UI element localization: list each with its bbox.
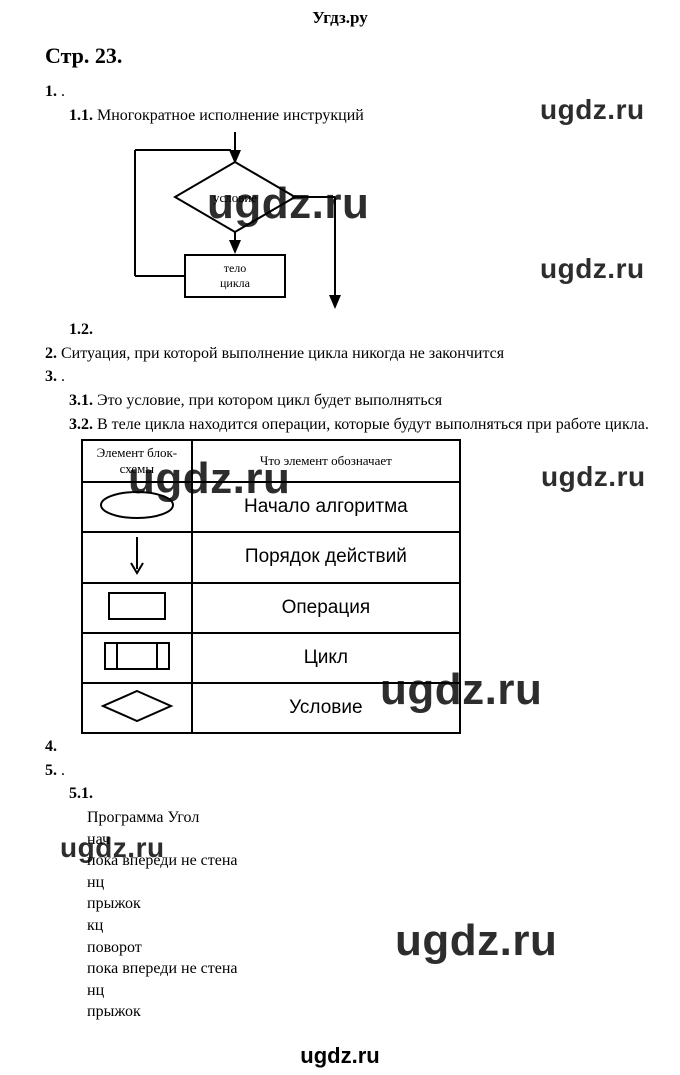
code-line: поворот [87,937,650,959]
page-header: Угдз.ру [0,0,680,28]
item-3-2: 3.2. В теле цикла находится операции, ко… [45,414,650,436]
table-header-2: Что элемент обозначает [192,440,460,482]
item-1: 1. . [45,81,650,103]
table-cell-text: Порядок действий [192,532,460,583]
flow-body1-text: тело [224,261,247,275]
text-3-1: Это условие, при котором цикл будет выпо… [97,392,442,409]
item-4: 4. [45,736,650,758]
code-line: прыжок [87,893,650,915]
rect-icon [97,587,177,625]
table-row: Условие [82,683,460,733]
table-row: Операция [82,583,460,633]
code-line: пока впереди не стена [87,958,650,980]
code-line: кц [87,915,650,937]
item-5-1: 5.1. [45,783,650,805]
code-line: нач [87,829,650,851]
item-1-2: 1.2. [45,319,650,341]
num-3-2: 3.2. [69,416,93,433]
item-2: 2. Ситуация, при которой выполнение цикл… [45,343,650,365]
page-title: Стр. 23. [45,43,650,69]
arrow-down-icon [97,533,177,577]
num-2: 2. [45,345,57,362]
table-cell-text: Операция [192,583,460,633]
flow-body2-text: цикла [220,276,251,290]
content: Стр. 23. 1. . 1.1. Многократное исполнен… [0,28,680,1023]
num-5: 5. [45,762,57,779]
item-5: 5. . [45,760,650,782]
code-line: нц [87,980,650,1002]
num-1-2: 1.2. [69,321,93,338]
text-1-1: Многократное исполнение инструкций [97,107,364,124]
text-3-2: В теле цикла находится операции, которые… [97,416,649,433]
table-row: Начало алгоритма [82,482,460,532]
flow-condition-text: условие [213,190,257,205]
oval-icon [97,488,177,522]
item-1-1: 1.1. Многократное исполнение инструкций [45,105,650,127]
code-block: Программа Угол нач пока впереди не стена… [45,807,650,1023]
code-line: пока впереди не стена [87,850,650,872]
table-cell-text: Цикл [192,633,460,683]
code-line: нц [87,872,650,894]
num-3: 3. [45,368,57,385]
cycle-rect-icon [97,637,177,675]
table-cell-text: Начало алгоритма [192,482,460,532]
item-3-1: 3.1. Это условие, при котором цикл будет… [45,390,650,412]
num-1-1: 1.1. [69,107,93,124]
num-3-1: 3.1. [69,392,93,409]
num-5-1: 5.1. [69,785,93,802]
text-2: Ситуация, при которой выполнение цикла н… [61,345,504,362]
table-row: Цикл [82,633,460,683]
code-line: Программа Угол [87,807,650,829]
table-cell-text: Условие [192,683,460,733]
table-row: Порядок действий [82,532,460,583]
block-scheme-table: Элемент блок-схемы Что элемент обозначае… [81,439,650,734]
footer-watermark: ugdz.ru [0,1043,680,1069]
flowchart: условие тело цикла [105,132,650,317]
code-line: прыжок [87,1001,650,1023]
num-1: 1. [45,83,57,100]
diamond-icon [97,687,177,725]
table-header-1: Элемент блок-схемы [82,440,192,482]
num-4: 4. [45,738,57,755]
item-3: 3. . [45,366,650,388]
